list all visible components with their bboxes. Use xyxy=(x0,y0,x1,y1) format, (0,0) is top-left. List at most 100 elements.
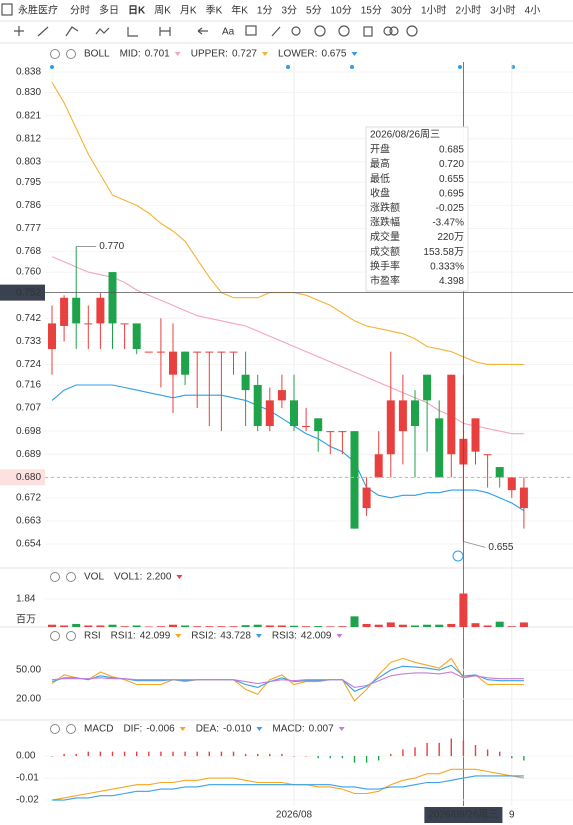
volume-bar xyxy=(181,625,190,627)
volume-bar xyxy=(169,624,177,627)
delete-tool[interactable] xyxy=(363,26,373,37)
note-tool[interactable] xyxy=(245,25,257,36)
period-tab[interactable]: 季K xyxy=(206,5,223,17)
legend-toggle[interactable] xyxy=(176,575,183,579)
pattern-tool[interactable] xyxy=(127,27,138,37)
volume-bar xyxy=(229,626,238,627)
indicator-name[interactable]: MACD xyxy=(84,724,113,735)
macd-bar xyxy=(172,751,174,757)
legend-toggle[interactable] xyxy=(261,52,268,56)
event-marker[interactable] xyxy=(350,65,354,69)
visibility-icon[interactable] xyxy=(66,631,76,641)
legend-toggle[interactable] xyxy=(175,634,182,638)
legend-toggle[interactable] xyxy=(256,727,263,731)
indicator-name[interactable]: VOL xyxy=(84,572,104,583)
legend-toggle[interactable] xyxy=(174,52,181,56)
period-tab[interactable]: 15分 xyxy=(361,5,382,17)
volume-bar xyxy=(483,625,492,627)
visibility-icon[interactable] xyxy=(66,724,76,734)
legend-name: RSI3: xyxy=(272,631,297,642)
y-tick-label: 0.698 xyxy=(16,426,41,437)
period-tab[interactable]: 30分 xyxy=(391,5,412,17)
volume-bar xyxy=(144,626,153,628)
measure-tool[interactable] xyxy=(159,27,171,36)
event-marker[interactable] xyxy=(458,65,462,69)
magnet-tool[interactable] xyxy=(291,26,301,36)
settings-icon[interactable] xyxy=(50,631,60,641)
legend-toggle[interactable] xyxy=(255,634,262,638)
period-tab[interactable]: 1分 xyxy=(257,5,273,17)
period-tab[interactable]: 1小时 xyxy=(421,5,447,17)
tooltip-value: 0.720 xyxy=(439,159,464,170)
settings-icon[interactable] xyxy=(50,49,60,59)
menu-icon[interactable] xyxy=(1,3,13,16)
legend-name: UPPER: xyxy=(191,49,228,60)
tooltip-label: 最高 xyxy=(370,157,390,170)
candle-body xyxy=(386,400,395,455)
period-tab[interactable]: 日K xyxy=(128,5,146,17)
period-tab[interactable]: 多日 xyxy=(99,4,119,17)
wave-tool[interactable] xyxy=(95,27,110,35)
period-tab[interactable]: 2小时 xyxy=(456,5,482,17)
legend-name: RSI1: xyxy=(111,631,136,642)
macd-bar xyxy=(257,753,259,757)
settings-icon[interactable] xyxy=(50,724,60,734)
settings-tool[interactable] xyxy=(406,25,418,37)
legend-toggle[interactable] xyxy=(179,727,186,731)
volume-bar xyxy=(411,625,419,627)
candle-body xyxy=(362,487,371,509)
macd-bar xyxy=(136,751,138,757)
crosshair-x-box xyxy=(424,807,503,823)
candle-body xyxy=(423,374,432,401)
event-marker[interactable] xyxy=(286,65,290,69)
macd-bar xyxy=(99,751,102,757)
tooltip-value: 0.685 xyxy=(439,145,464,156)
visibility-icon[interactable] xyxy=(66,49,76,59)
indicator-name[interactable]: RSI xyxy=(84,631,101,642)
event-marker[interactable] xyxy=(50,65,54,69)
hide-tool[interactable] xyxy=(338,25,350,37)
period-tab[interactable]: 年K xyxy=(231,4,248,17)
visibility-icon[interactable] xyxy=(66,572,76,582)
stock-name[interactable]: 永胜医疗 xyxy=(18,4,58,17)
period-tab[interactable]: 10分 xyxy=(331,5,352,17)
y-tick-label: 0.724 xyxy=(16,359,41,370)
period-tab[interactable]: 4小 xyxy=(525,5,541,17)
volume-bar xyxy=(241,625,250,627)
y-tick-label: 0.680 xyxy=(16,472,41,483)
volume-bar xyxy=(84,625,93,627)
volume-unit: 百万 xyxy=(16,614,36,626)
indicator-line xyxy=(51,671,524,688)
arrow-tool[interactable] xyxy=(197,27,208,35)
line-tool[interactable] xyxy=(37,26,49,37)
tooltip-label: 最低 xyxy=(370,172,390,185)
link-tool[interactable] xyxy=(383,26,393,36)
period-tab[interactable]: 3小时 xyxy=(490,5,516,17)
period-tab[interactable]: 5分 xyxy=(306,5,322,17)
indicator-name[interactable]: BOLL xyxy=(84,49,110,60)
move-tool[interactable] xyxy=(14,26,24,36)
period-tab[interactable]: 周K xyxy=(154,5,171,17)
volume-bar xyxy=(96,625,105,627)
legend-toggle[interactable] xyxy=(351,52,358,56)
candle-body xyxy=(483,454,492,456)
indicator-line xyxy=(52,775,524,801)
text-tool[interactable]: Aa xyxy=(222,27,235,38)
macd-bar xyxy=(269,753,271,757)
legend-toggle[interactable] xyxy=(338,727,345,731)
volume-bar xyxy=(519,622,528,627)
lock-tool[interactable] xyxy=(314,25,326,37)
ruler-tool[interactable] xyxy=(271,26,281,37)
tooltip-value: 0.695 xyxy=(439,188,464,199)
x-tick-label: 2026/08 xyxy=(276,810,313,821)
link-tool[interactable] xyxy=(389,26,399,36)
period-tab[interactable]: 3分 xyxy=(281,5,297,17)
settings-icon[interactable] xyxy=(50,572,60,582)
channel-tool[interactable] xyxy=(65,26,79,37)
period-tab[interactable]: 月K xyxy=(180,5,197,17)
y-tick-label: 0.838 xyxy=(16,67,41,78)
period-tab[interactable]: 分时 xyxy=(70,5,90,17)
macd-bar xyxy=(208,751,210,757)
legend-toggle[interactable] xyxy=(336,634,343,638)
candle-body xyxy=(507,477,516,491)
